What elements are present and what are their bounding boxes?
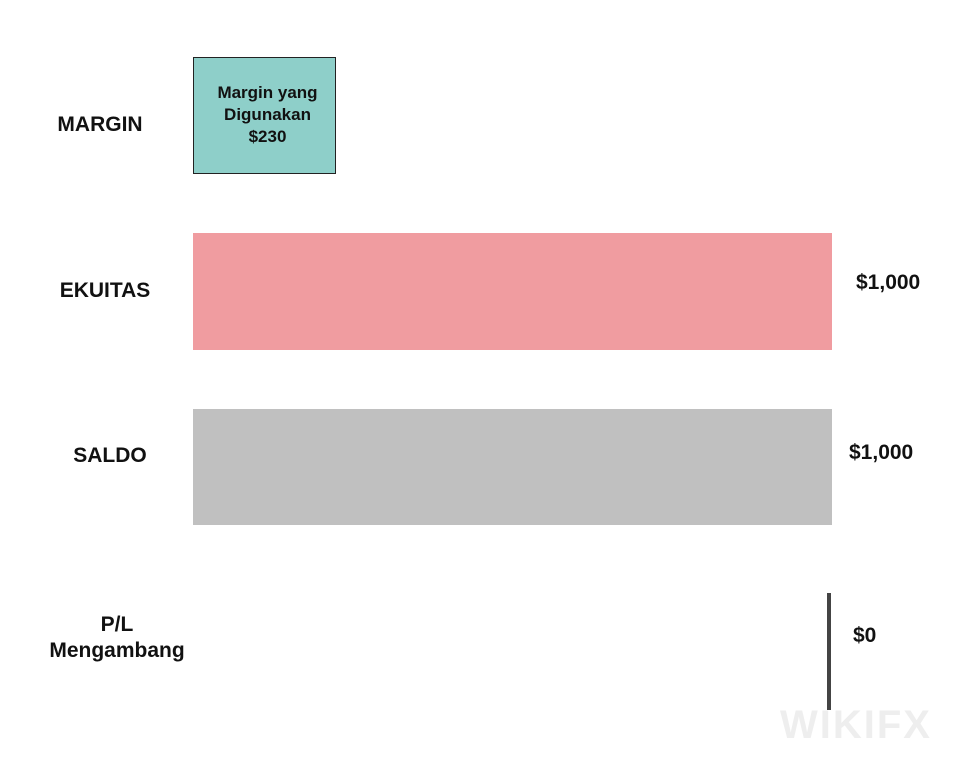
row-label: SALDO — [73, 444, 147, 467]
row-label: P/L Mengambang — [22, 612, 212, 664]
watermark: WIKIFX — [780, 703, 932, 747]
box-text: Margin yang Digunakan — [217, 83, 318, 124]
row-value: $1,000 — [856, 271, 921, 294]
label-line: Mengambang — [49, 639, 185, 662]
row-label: EKUITAS — [59, 279, 151, 302]
pl-line — [827, 593, 831, 710]
row-value: $1,000 — [849, 441, 914, 464]
label-line: P/L — [100, 613, 134, 636]
equity-bar — [193, 233, 832, 350]
row-label: MARGIN — [57, 113, 143, 136]
row-value: $0 — [853, 624, 877, 647]
box-value: $230 — [248, 127, 287, 146]
balance-bar — [193, 409, 832, 525]
margin-box: Margin yang Digunakan $230 — [193, 57, 336, 174]
